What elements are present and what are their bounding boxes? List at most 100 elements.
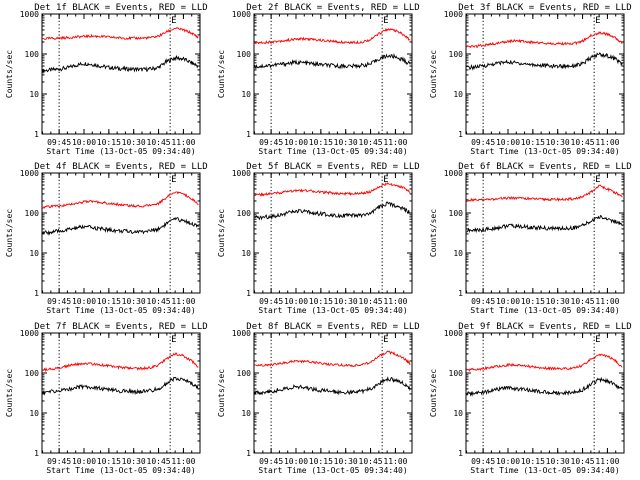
y-tick-label: 1000 — [20, 329, 39, 338]
time-marker-label: E — [595, 16, 600, 26]
x-tick-label: 10:45 — [359, 457, 383, 466]
panel-title: Det 5f BLACK = Events, RED = LLD — [246, 162, 419, 172]
plot-frame — [253, 172, 413, 294]
y-tick-label: 1000 — [444, 329, 463, 338]
plot-frame — [41, 172, 201, 294]
lld-series-line — [42, 27, 199, 41]
x-tick-label: 11:00 — [595, 138, 619, 147]
y-tick-label: 1000 — [20, 169, 39, 178]
x-tick-label: 11:00 — [383, 457, 407, 466]
x-tick-label: 10:45 — [571, 297, 595, 306]
events-series-line — [254, 376, 411, 396]
x-tick-label: 11:00 — [595, 457, 619, 466]
x-axis-label: Start Time (13-Oct-05 09:34:40) — [258, 306, 407, 315]
y-axis-label: Counts/sec — [217, 50, 226, 98]
lld-series-line — [466, 353, 623, 372]
y-tick-label: 1 — [246, 449, 251, 458]
lld-series-line — [254, 182, 411, 197]
x-tick-label: 10:00 — [284, 457, 308, 466]
x-tick-label: 09:45 — [259, 297, 283, 306]
y-axis-label: Counts/sec — [429, 50, 438, 98]
y-tick-label: 1 — [458, 130, 463, 139]
plot-frame — [41, 13, 201, 135]
detector-panel: Det 6f BLACK = Events, RED = LLD 1 10 100 10… — [429, 162, 632, 315]
x-tick-label: 10:00 — [72, 297, 96, 306]
x-axis-label: Start Time (13-Oct-05 09:34:40) — [258, 466, 407, 475]
y-tick-label: 1 — [458, 289, 463, 298]
x-tick-label: 11:00 — [595, 297, 619, 306]
time-marker-label: E — [171, 335, 176, 345]
events-series-line — [254, 201, 411, 221]
detector-panel: Det 9f BLACK = Events, RED = LLD 1 10 100 10… — [429, 322, 632, 475]
y-tick-label: 100 — [237, 209, 252, 218]
y-tick-label: 1000 — [20, 10, 39, 19]
x-tick-label: 11:00 — [171, 297, 195, 306]
x-tick-label: 10:45 — [571, 138, 595, 147]
y-tick-label: 1000 — [232, 10, 251, 19]
x-tick-label: 10:00 — [496, 457, 520, 466]
y-tick-label: 1000 — [444, 10, 463, 19]
y-tick-label: 10 — [29, 249, 39, 258]
panel-title: Det 9f BLACK = Events, RED = LLD — [458, 322, 631, 332]
x-tick-label: 11:00 — [171, 457, 195, 466]
panel-title: Det 7f BLACK = Events, RED = LLD — [34, 322, 207, 332]
plot-frame — [465, 332, 625, 454]
y-tick-label: 10 — [241, 90, 251, 99]
x-tick-label: 09:45 — [47, 138, 71, 147]
time-marker-label: E — [383, 175, 388, 185]
x-tick-label: 09:45 — [471, 457, 495, 466]
detector-panel: Det 5f BLACK = Events, RED = LLD 1 10 100 10… — [217, 162, 420, 315]
lld-series-line — [466, 184, 623, 203]
x-tick-label: 09:45 — [259, 138, 283, 147]
x-tick-label: 10:45 — [147, 297, 171, 306]
time-marker-label: E — [595, 335, 600, 345]
plot-frame — [253, 13, 413, 135]
x-tick-label: 10:30 — [334, 138, 358, 147]
y-tick-label: 100 — [237, 50, 252, 59]
x-tick-label: 10:00 — [496, 297, 520, 306]
detector-panel: Det 2f BLACK = Events, RED = LLD 1 10 100 10… — [217, 3, 420, 156]
x-tick-label: 09:45 — [471, 138, 495, 147]
x-axis-label: Start Time (13-Oct-05 09:34:40) — [46, 306, 195, 315]
y-tick-label: 1 — [246, 289, 251, 298]
y-tick-label: 100 — [25, 209, 40, 218]
x-tick-label: 10:15 — [309, 457, 333, 466]
x-tick-label: 10:15 — [521, 138, 545, 147]
y-tick-label: 10 — [453, 409, 463, 418]
x-tick-label: 10:30 — [546, 138, 570, 147]
y-axis-label: Counts/sec — [217, 209, 226, 257]
lld-series-line — [254, 28, 411, 45]
x-tick-label: 10:45 — [147, 457, 171, 466]
x-tick-label: 10:15 — [97, 138, 121, 147]
x-tick-label: 11:00 — [171, 138, 195, 147]
panel-title: Det 6f BLACK = Events, RED = LLD — [458, 162, 631, 172]
y-axis-label: Counts/sec — [5, 209, 14, 257]
y-tick-label: 100 — [449, 50, 464, 59]
y-tick-label: 1000 — [444, 169, 463, 178]
plot-frame — [253, 332, 413, 454]
y-axis-label: Counts/sec — [217, 369, 226, 417]
lld-series-line — [42, 191, 199, 209]
events-series-line — [466, 52, 623, 71]
y-tick-label: 1 — [34, 449, 39, 458]
x-axis-label: Start Time (13-Oct-05 09:34:40) — [470, 466, 619, 475]
lld-series-line — [254, 350, 411, 368]
y-tick-label: 10 — [453, 249, 463, 258]
detector-panel: Det 8f BLACK = Events, RED = LLD 1 10 100 10… — [217, 322, 420, 475]
y-axis-label: Counts/sec — [429, 209, 438, 257]
y-tick-label: 1000 — [232, 169, 251, 178]
time-marker-label: E — [171, 175, 176, 185]
x-axis-label: Start Time (13-Oct-05 09:34:40) — [46, 147, 195, 156]
x-tick-label: 10:45 — [147, 138, 171, 147]
y-tick-label: 1 — [34, 289, 39, 298]
x-tick-label: 10:15 — [309, 297, 333, 306]
x-tick-label: 09:45 — [259, 457, 283, 466]
x-tick-label: 10:00 — [284, 297, 308, 306]
y-axis-label: Counts/sec — [5, 369, 14, 417]
detector-panel: Det 4f BLACK = Events, RED = LLD 1 10 100 10… — [5, 162, 208, 315]
detector-panel: Det 1f BLACK = Events, RED = LLD 1 10 100 10… — [5, 3, 208, 156]
time-marker-label: E — [595, 175, 600, 185]
y-tick-label: 10 — [241, 409, 251, 418]
x-tick-label: 11:00 — [383, 297, 407, 306]
events-series-line — [466, 376, 623, 397]
